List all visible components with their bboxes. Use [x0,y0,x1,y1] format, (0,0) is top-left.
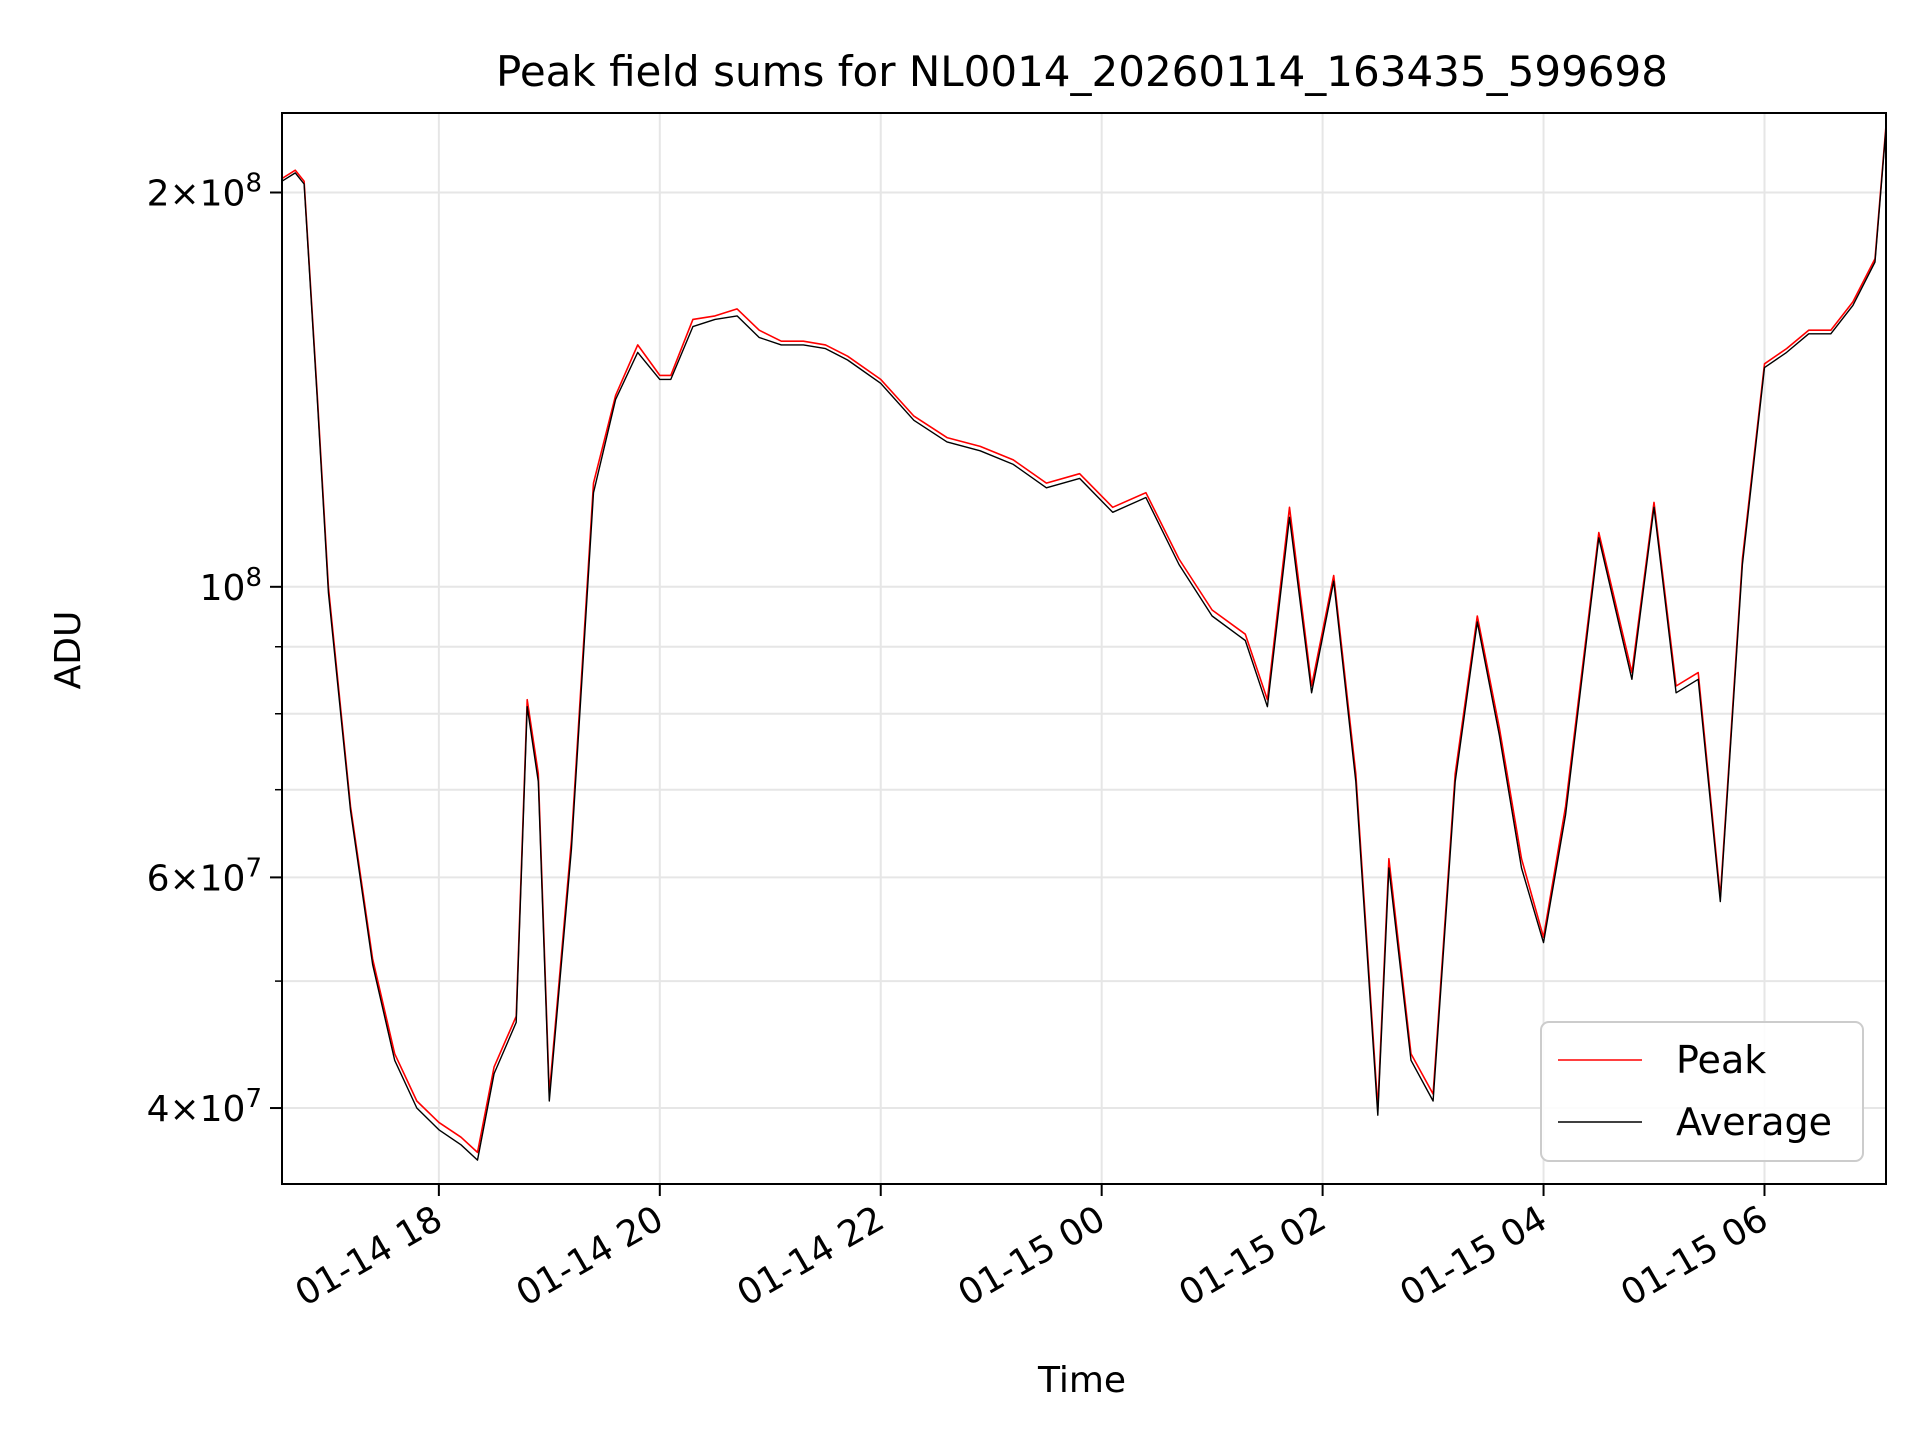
series-layer [281,125,1887,1161]
y-tick-label: 2×108 [147,169,262,215]
plot-frame [281,112,1887,1185]
legend-box [1540,1021,1864,1162]
series-line-average [281,127,1887,1161]
y-axis-label: ADU [48,611,89,690]
legend-peak-label: Peak [1676,1038,1766,1082]
chart-title: Peak field sums for NL0014_20260114_1634… [496,47,1668,96]
plot-area [281,112,1887,1185]
grid-layer [282,113,1886,1184]
x-axis-label: Time [1037,1360,1126,1401]
y-axis: 4×107 6×107 108 2×108 [147,169,282,1130]
y-tick-label: 4×107 [147,1084,262,1130]
legend: Peak Average [1540,1021,1864,1162]
y-tick-label: 6×107 [147,853,262,899]
legend-average-label: Average [1676,1100,1832,1144]
series-line-peak [281,125,1887,1154]
y-tick-label: 108 [200,563,262,609]
